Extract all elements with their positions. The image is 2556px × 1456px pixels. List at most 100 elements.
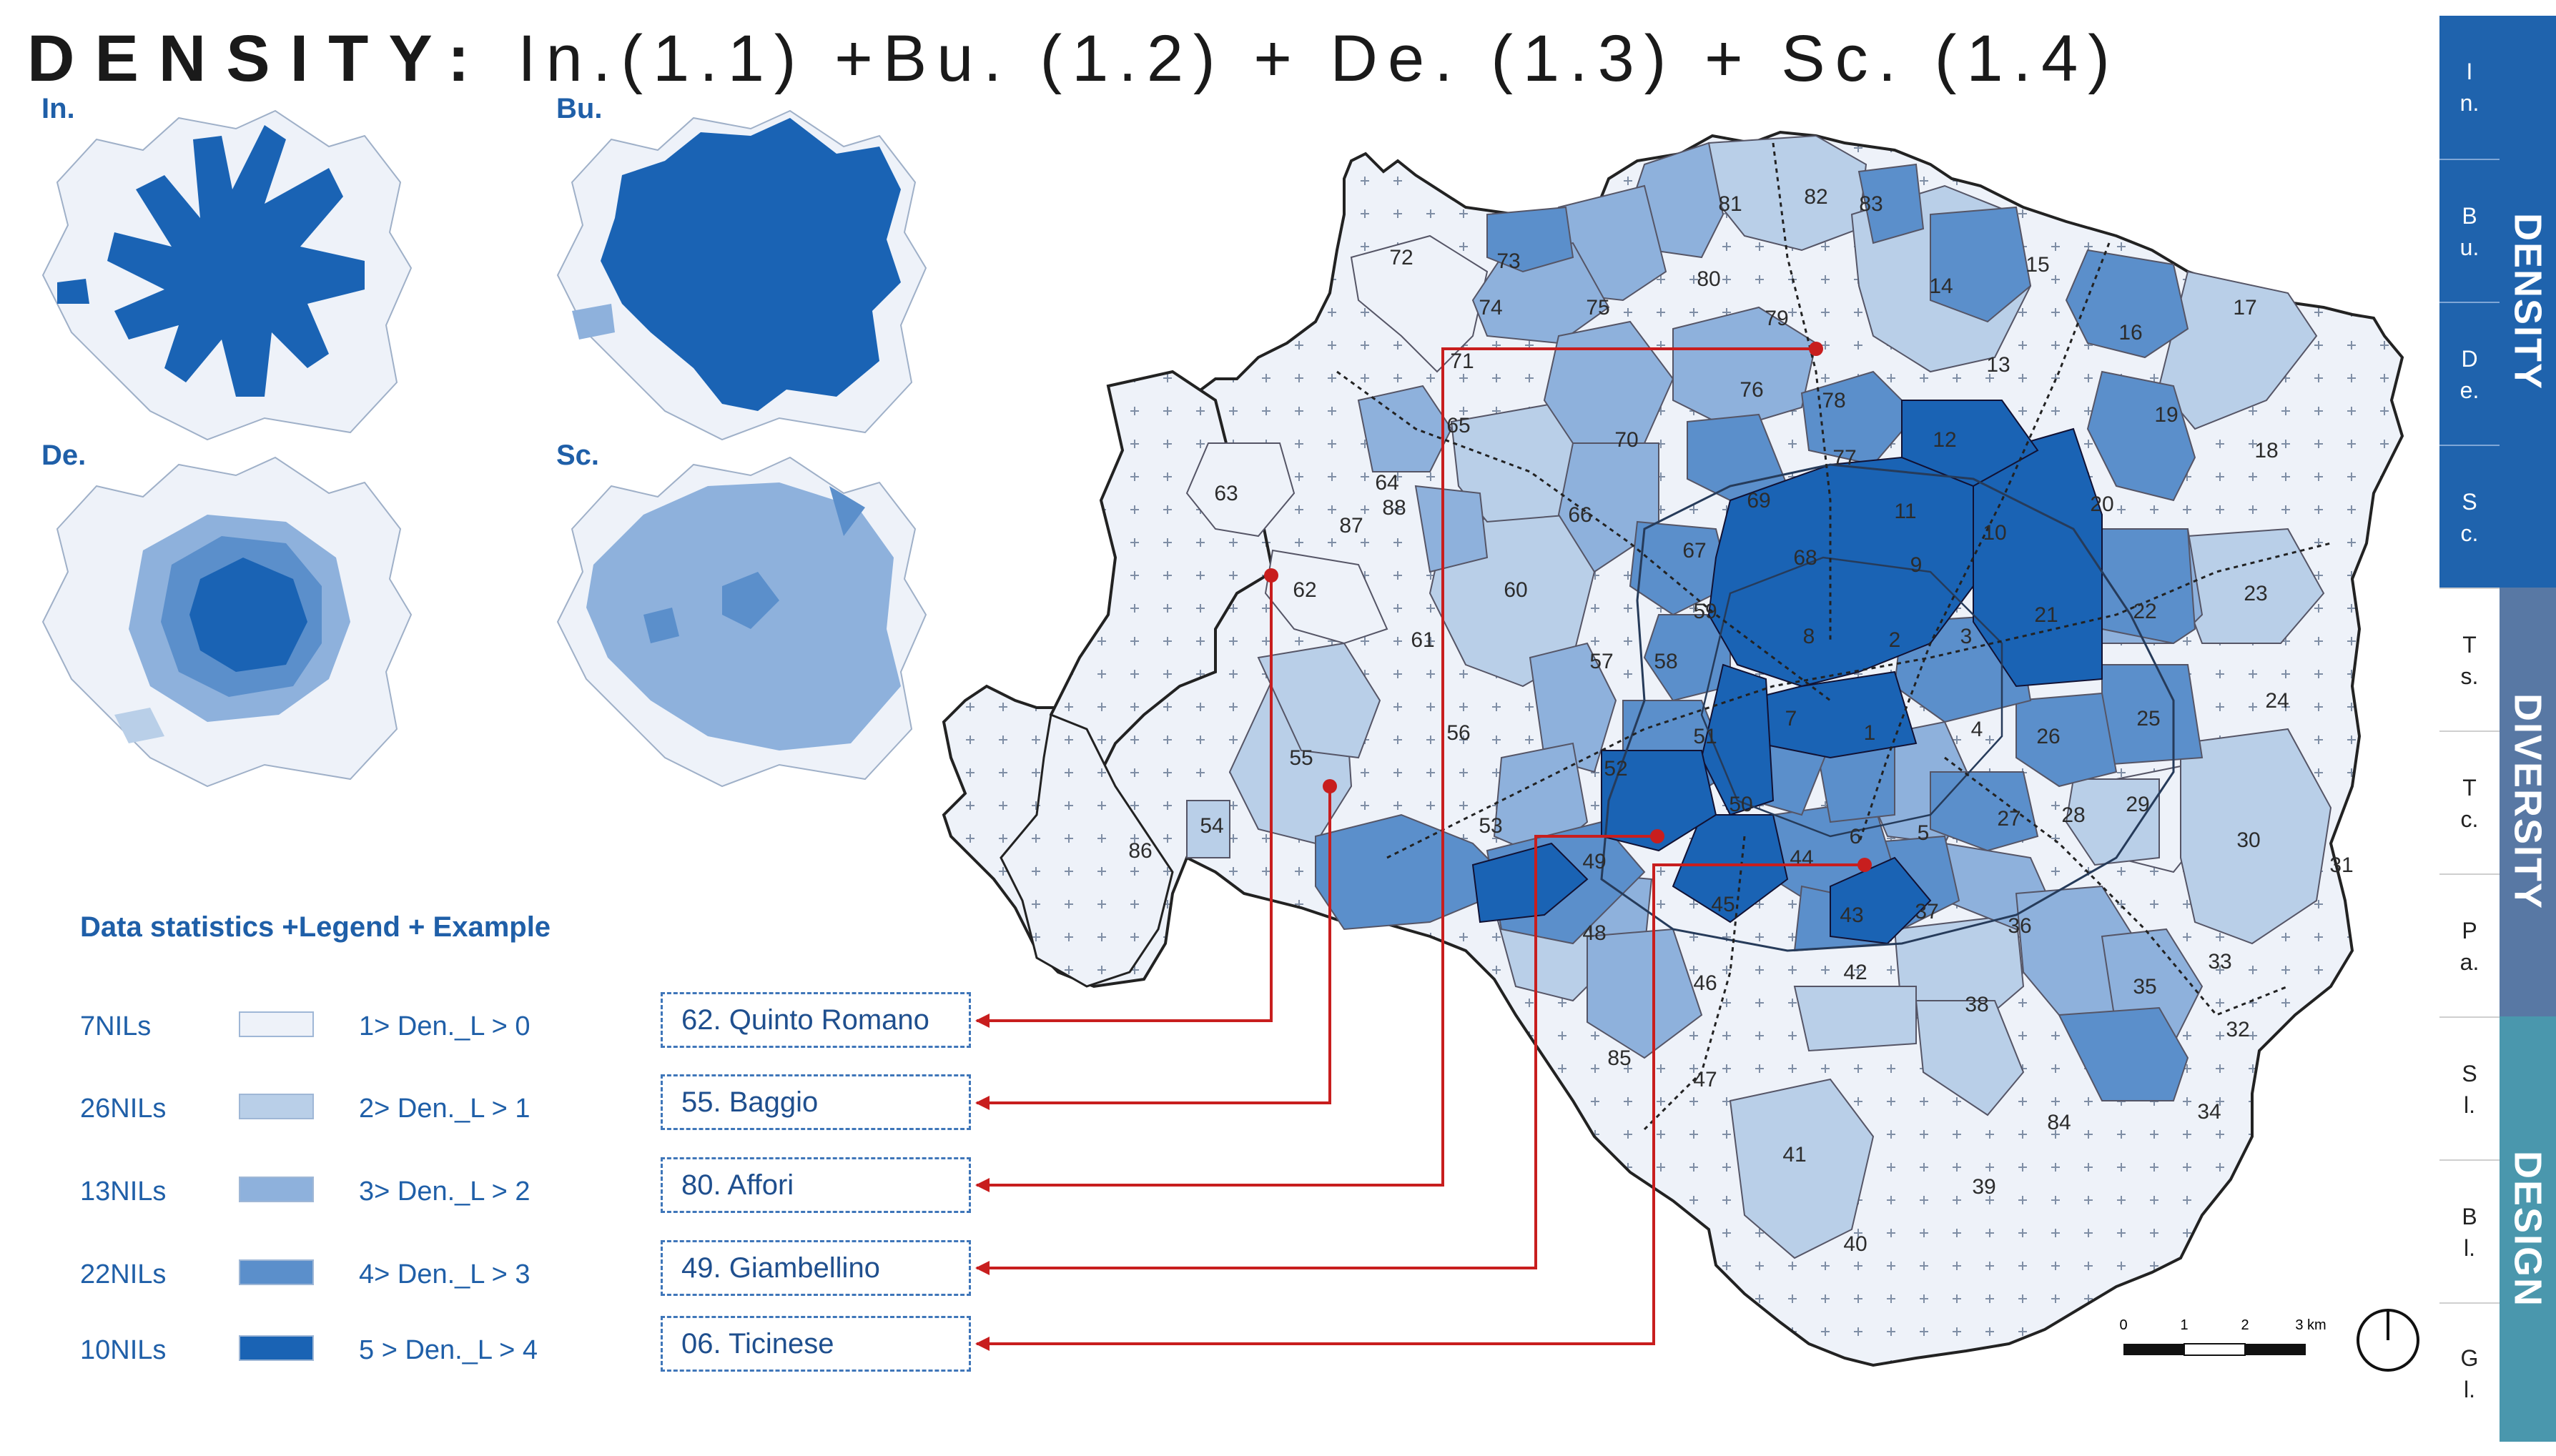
district-number: 57 bbox=[1589, 650, 1613, 673]
district-number: 6 bbox=[1850, 825, 1862, 848]
sidebar-tab-letter: l. bbox=[2464, 1235, 2475, 1261]
sidebar-tab-letter: e. bbox=[2459, 377, 2479, 403]
example-box-quinto-romano[interactable]: 62. Quinto Romano bbox=[661, 992, 971, 1048]
district-number: 44 bbox=[1790, 846, 1813, 870]
legend-row: 13NILs 3> Den._L > 2 bbox=[80, 1169, 609, 1212]
district-number: 70 bbox=[1614, 428, 1638, 452]
district-number: 50 bbox=[1729, 793, 1752, 816]
district-number: 31 bbox=[2329, 853, 2353, 877]
district-number: 3 bbox=[1960, 625, 1973, 648]
mini-map-label-in: In. bbox=[41, 93, 75, 124]
district-number: 24 bbox=[2265, 689, 2289, 713]
example-box-ticinese[interactable]: 06. Ticinese bbox=[661, 1316, 971, 1372]
district-number: 76 bbox=[1740, 378, 1763, 402]
scale-label: 0 bbox=[2119, 1317, 2127, 1333]
sidebar-tab-bu[interactable]: B u. bbox=[2439, 159, 2500, 303]
sidebar-tab-pa[interactable]: P a. bbox=[2439, 873, 2500, 1018]
district-number: 49 bbox=[1582, 850, 1606, 873]
example-marker-giambellino bbox=[1650, 829, 1664, 843]
district-number: 16 bbox=[2118, 321, 2142, 345]
legend-heading: Data statistics +Legend + Example bbox=[80, 911, 551, 943]
example-box-giambellino[interactable]: 49. Giambellino bbox=[661, 1240, 971, 1296]
district-number: 83 bbox=[1859, 192, 1883, 216]
legend-range: 2> Den._L > 1 bbox=[359, 1094, 531, 1124]
sidebar-tab-letter: T bbox=[2462, 775, 2477, 801]
sidebar-tab-letter: l. bbox=[2464, 1376, 2475, 1402]
sidebar-tab-letter: B bbox=[2462, 1204, 2477, 1229]
sidebar-tab-tc[interactable]: T c. bbox=[2439, 731, 2500, 875]
scale-label: 1 bbox=[2180, 1317, 2188, 1333]
district-number: 80 bbox=[1697, 267, 1720, 291]
district-number: 82 bbox=[1804, 185, 1827, 209]
sidebar-tab-letter: T bbox=[2462, 632, 2477, 658]
mini-map-label-de: De. bbox=[41, 440, 87, 471]
sidebar-tab-sl[interactable]: S l. bbox=[2439, 1016, 2500, 1161]
district-number: 62 bbox=[1293, 578, 1316, 602]
sidebar-tab-letter: I bbox=[2466, 59, 2473, 84]
district-number: 38 bbox=[1965, 993, 1988, 1016]
district-number: 30 bbox=[2236, 828, 2260, 852]
sidebar-group-design[interactable]: DESIGN bbox=[2500, 1016, 2556, 1442]
district-number: 8 bbox=[1803, 625, 1815, 648]
example-marker-ticinese bbox=[1857, 858, 1872, 872]
example-box-baggio[interactable]: 55. Baggio bbox=[661, 1074, 971, 1130]
district-number: 45 bbox=[1711, 893, 1735, 916]
example-marker-quinto-romano bbox=[1264, 568, 1278, 583]
sidebar-group-density[interactable]: DENSITY bbox=[2500, 16, 2556, 588]
district-number: 9 bbox=[1910, 553, 1923, 577]
legend-count: 26NILs bbox=[80, 1094, 167, 1124]
sidebar-tab-letter: c. bbox=[2460, 806, 2479, 832]
sidebar-tab-de[interactable]: D e. bbox=[2439, 302, 2500, 446]
legend-swatch bbox=[239, 1335, 314, 1361]
scale-bar: 0 1 2 3 km bbox=[2119, 1317, 2326, 1356]
sidebar-tab-letter: l. bbox=[2464, 1092, 2475, 1118]
mini-map-label-bu: Bu. bbox=[556, 93, 603, 124]
sidebar-tab-letter: s. bbox=[2460, 663, 2479, 689]
district-number: 7 bbox=[1785, 707, 1797, 731]
district-number: 10 bbox=[1983, 521, 2006, 545]
district-number: 25 bbox=[2136, 707, 2160, 731]
legend-row: 7NILs 1> Den._L > 0 bbox=[80, 1004, 609, 1047]
district-number: 71 bbox=[1450, 350, 1474, 373]
district-number: 4 bbox=[1971, 718, 1983, 741]
district-number: 22 bbox=[2133, 600, 2156, 623]
example-marker-affori bbox=[1809, 342, 1823, 356]
district-number: 27 bbox=[1997, 807, 2020, 831]
sidebar-tab-bl[interactable]: B l. bbox=[2439, 1159, 2500, 1304]
district-number: 85 bbox=[1607, 1046, 1631, 1070]
district-number: 48 bbox=[1582, 921, 1606, 945]
district-number: 2 bbox=[1889, 628, 1901, 652]
district-number: 88 bbox=[1382, 496, 1406, 520]
category-sidebar: I n. B u. D e. S c. T s. T c. P a. S l. … bbox=[2439, 16, 2556, 1443]
sidebar-tab-letter: a. bbox=[2459, 949, 2479, 975]
district-number: 29 bbox=[2126, 793, 2149, 816]
district-number: 79 bbox=[1765, 307, 1788, 330]
legend-range: 4> Den._L > 3 bbox=[359, 1259, 531, 1289]
sidebar-tab-sc[interactable]: S c. bbox=[2439, 445, 2500, 589]
sidebar-tab-in[interactable]: I n. bbox=[2439, 16, 2500, 159]
district-number: 72 bbox=[1389, 246, 1413, 269]
legend-count: 7NILs bbox=[80, 1011, 152, 1041]
district-number: 23 bbox=[2244, 582, 2267, 605]
example-marker-baggio bbox=[1323, 779, 1337, 793]
scale-label: 2 bbox=[2241, 1317, 2249, 1333]
district-number: 5 bbox=[1918, 821, 1930, 845]
district-number: 21 bbox=[2034, 603, 2058, 627]
legend-count: 22NILs bbox=[80, 1259, 167, 1289]
sidebar-tab-letter: D bbox=[2461, 346, 2478, 372]
district-number: 47 bbox=[1693, 1068, 1717, 1091]
district-number: 69 bbox=[1747, 489, 1770, 512]
district-number: 18 bbox=[2254, 439, 2278, 462]
legend-row: 26NILs 2> Den._L > 1 bbox=[80, 1086, 609, 1129]
sidebar-tab-gl[interactable]: G l. bbox=[2439, 1302, 2500, 1443]
district-number: 67 bbox=[1682, 539, 1706, 563]
north-arrow-icon bbox=[2357, 1309, 2419, 1372]
district-number: 33 bbox=[2208, 950, 2231, 974]
legend-range: 1> Den._L > 0 bbox=[359, 1011, 531, 1041]
district-number: 36 bbox=[2008, 914, 2031, 938]
sidebar-group-diversity[interactable]: DIVERSITY bbox=[2500, 588, 2556, 1016]
district-number: 17 bbox=[2233, 296, 2256, 320]
example-box-affori[interactable]: 80. Affori bbox=[661, 1157, 971, 1213]
sidebar-tab-ts[interactable]: T s. bbox=[2439, 588, 2500, 732]
district-number: 78 bbox=[1822, 389, 1845, 412]
